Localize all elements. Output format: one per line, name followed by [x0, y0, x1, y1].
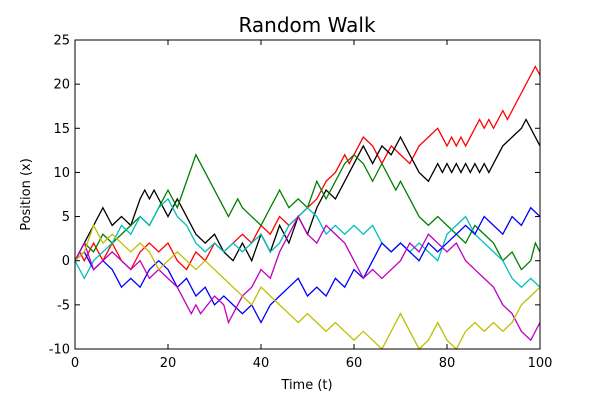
series-line-5: [74, 206, 541, 324]
chart-title: Random Walk: [238, 13, 375, 37]
plot-frame: [74, 39, 541, 350]
series-layer: [74, 65, 541, 351]
series-line-6: [74, 215, 541, 342]
y-tick-label: 5: [62, 210, 70, 225]
y-tick-label: -5: [57, 298, 70, 313]
x-tick-label: 80: [439, 356, 456, 371]
series-line-2: [74, 118, 541, 263]
y-tick-label: 0: [62, 254, 70, 269]
y-tick-label: 15: [53, 122, 70, 137]
x-tick-label: 40: [253, 356, 270, 371]
y-tick-label: 10: [53, 166, 70, 181]
y-axis-label: Position (x): [19, 158, 34, 231]
x-tick-label: 60: [346, 356, 363, 371]
y-tick-label: 25: [53, 34, 70, 49]
x-tick-label: 100: [528, 356, 553, 371]
x-tick-label: 0: [71, 356, 79, 371]
series-line-7: [74, 223, 541, 351]
y-tick-label: 20: [53, 78, 70, 93]
y-tick-label: -10: [49, 343, 70, 358]
x-tick-label: 20: [160, 356, 177, 371]
tick-layer: 0 20 40 60 80 100 -10 -5 0 5 10 15 20 25: [49, 34, 553, 372]
series-line-4: [74, 197, 541, 289]
series-line-1: [74, 65, 541, 271]
x-axis-label: Time (t): [280, 378, 332, 393]
